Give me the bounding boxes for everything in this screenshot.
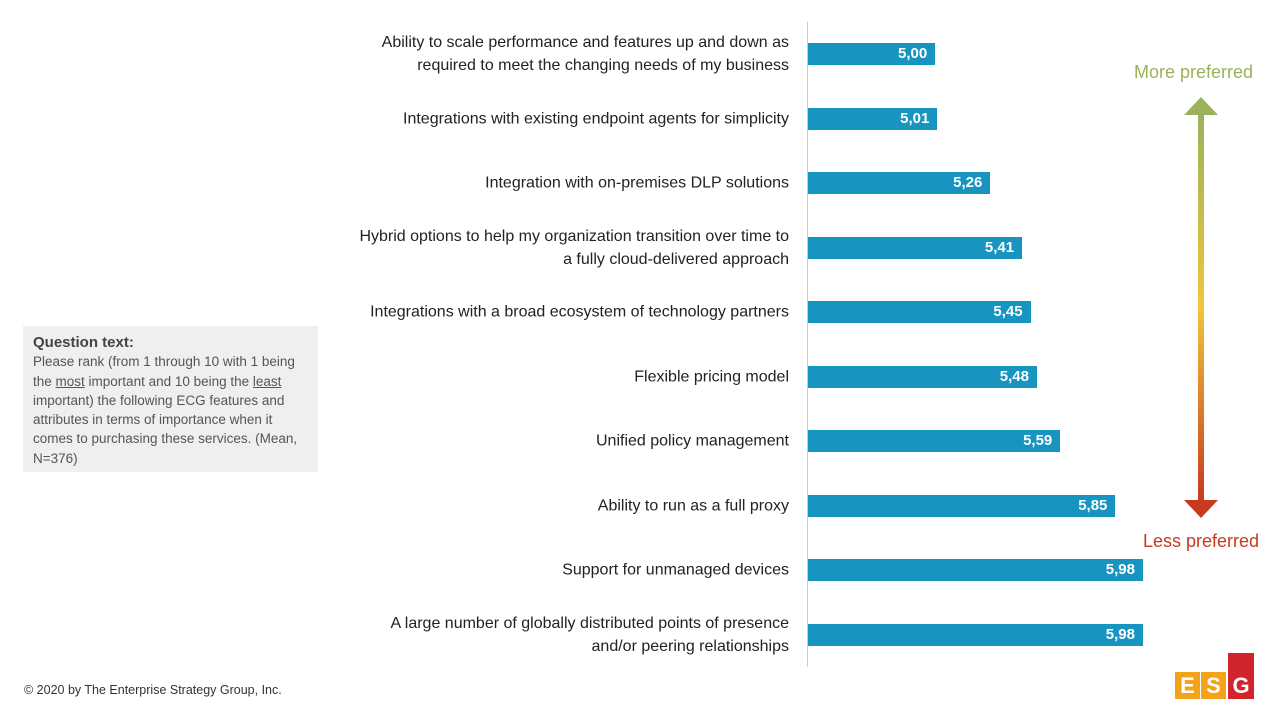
bar: 5,98 [808,623,1143,646]
bar: 5,98 [808,559,1143,581]
logo-letter: G [1228,653,1254,699]
value-label: 5,98 [1105,625,1135,643]
category-label: Ability to scale performance and feature… [381,34,789,74]
bar: 5,45 [808,301,1031,323]
logo-letter: S [1201,672,1226,699]
bar: 5,41 [808,236,1023,259]
bar: 5,00 [808,43,936,65]
bar: 5,48 [808,365,1037,388]
annotation-bottom: Less preferred [1143,531,1260,551]
value-label: 5,45 [993,303,1023,320]
category-label: Integrations with a broad ecosystem of t… [370,303,789,321]
annotation-top: More preferred [1134,62,1254,82]
note-title: Question text: [33,334,134,351]
value-label: 5,26 [953,174,983,191]
logo-letter: E [1175,672,1200,699]
value-label: 5,48 [999,367,1029,385]
value-label: 5,01 [900,109,930,127]
value-label: 5,00 [897,45,928,62]
value-label: 5,98 [1105,561,1135,578]
question-note: Question text: Please rank (from 1 throu… [23,326,318,472]
bar: 5,59 [808,430,1061,452]
category-label: A large number of globally distributed p… [390,614,789,655]
bar: 5,85 [808,494,1116,517]
axis-line [807,22,808,667]
category-label: Integrations with existing endpoint agen… [403,110,789,127]
note-text-part: most [55,373,85,389]
value-label: 5,41 [984,238,1015,256]
value-label: 5,85 [1078,496,1108,514]
category-label: Flexible pricing model [634,368,789,385]
footer: © 2020 by The Enterprise Strategy Group,… [24,683,282,697]
logo: E S G [1175,653,1254,699]
bar: 5,26 [808,172,991,194]
note-text: Please rank (from 1 through 10 with 1 be… [33,352,314,468]
category-label: Ability to run as a full proxy [597,497,789,514]
preference-arrow [1184,97,1218,518]
category-label: Integration with on-premises DLP solutio… [485,174,789,192]
note-text-part: Please rank (from 1 through 10 with 1 be… [33,354,295,389]
note-text-part: important and 10 being the [84,373,253,389]
value-label: 5,59 [1023,432,1053,449]
category-label: Hybrid options to help my organization t… [359,227,789,268]
note-text-part: least [252,373,282,389]
category-label: Unified policy management [596,432,789,450]
category-label: Support for unmanaged devices [562,561,789,579]
note-text-part: important) the following ECG features an… [33,392,298,466]
bar: 5,01 [808,107,938,130]
